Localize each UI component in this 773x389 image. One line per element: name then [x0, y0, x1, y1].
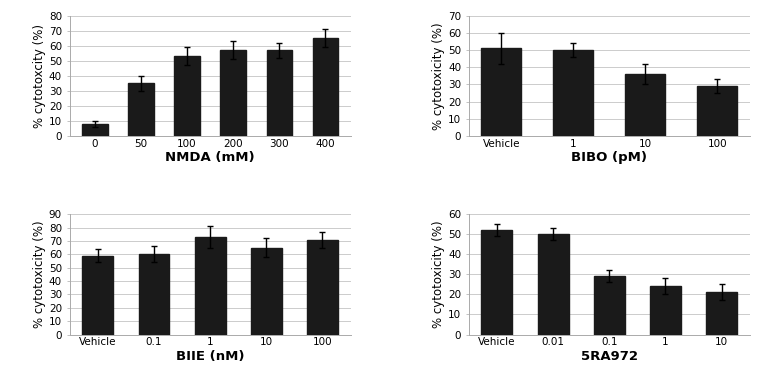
Bar — [482, 230, 512, 335]
Y-axis label: % cytotoxicity (%): % cytotoxicity (%) — [432, 22, 445, 130]
Bar — [625, 74, 665, 136]
Bar — [175, 56, 199, 136]
Bar — [195, 237, 226, 335]
Bar — [250, 248, 281, 335]
X-axis label: NMDA (mM): NMDA (mM) — [165, 151, 255, 165]
Bar — [83, 256, 113, 335]
Bar — [267, 50, 292, 136]
Bar — [83, 124, 107, 136]
X-axis label: BIIE (nM): BIIE (nM) — [176, 350, 244, 363]
Bar — [307, 240, 338, 335]
Bar — [650, 286, 681, 335]
Bar — [312, 38, 338, 136]
Bar — [128, 83, 154, 136]
X-axis label: BIBO (pM): BIBO (pM) — [571, 151, 647, 165]
Bar — [594, 276, 625, 335]
Y-axis label: % cytotoxcity (%): % cytotoxcity (%) — [33, 24, 46, 128]
Bar — [538, 234, 569, 335]
Bar — [553, 50, 593, 136]
Bar — [220, 50, 246, 136]
Bar — [697, 86, 737, 136]
Y-axis label: % cytotoxicity (%): % cytotoxicity (%) — [432, 221, 445, 328]
Bar — [482, 48, 521, 136]
Y-axis label: % cytotoxicity (%): % cytotoxicity (%) — [33, 221, 46, 328]
Bar — [707, 293, 737, 335]
Bar — [138, 254, 169, 335]
X-axis label: 5RA972: 5RA972 — [581, 350, 638, 363]
